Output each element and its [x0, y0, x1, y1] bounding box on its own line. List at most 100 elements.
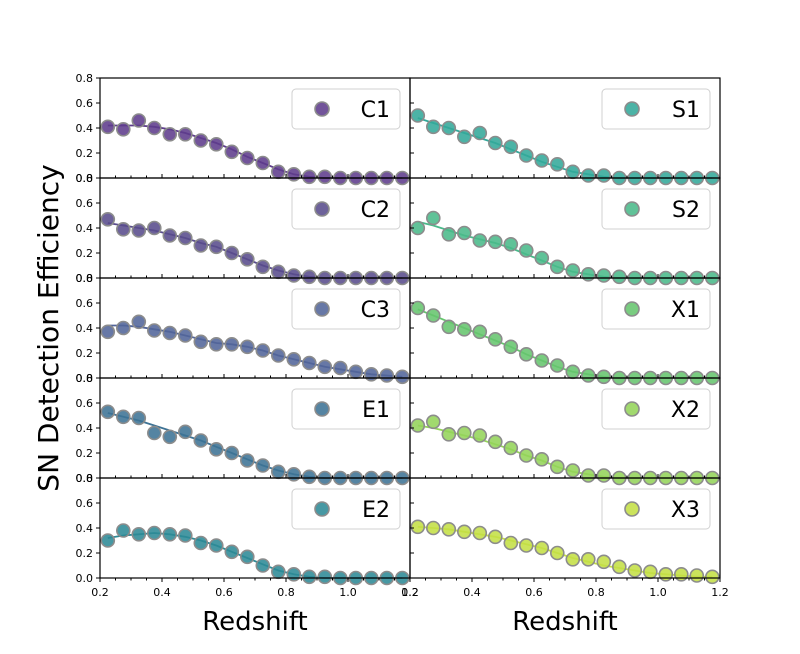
x-tick-label: 1.2: [401, 586, 419, 599]
y-tick-label: 0.8: [76, 272, 94, 285]
data-point: [565, 164, 581, 180]
legend-label-x2: X2: [671, 398, 700, 423]
data-point: [410, 519, 426, 535]
x-tick-label: 0.8: [587, 586, 605, 599]
data-point: [518, 448, 534, 463]
data-point: [363, 366, 379, 382]
legend-label-x1: X1: [671, 298, 700, 323]
data-point: [162, 127, 178, 142]
data-point: [270, 164, 286, 180]
data-point: [209, 336, 224, 352]
data-point: [270, 264, 286, 280]
x-tick-label: 0.4: [463, 586, 481, 599]
data-point: [178, 127, 193, 142]
data-point: [596, 369, 612, 385]
legend-marker: [314, 201, 330, 217]
data-point: [425, 414, 441, 430]
data-point: [286, 351, 302, 367]
data-point: [301, 569, 317, 585]
data-point: [596, 554, 612, 570]
data-point: [410, 108, 426, 123]
data-point: [178, 328, 193, 343]
data-point: [147, 425, 162, 441]
legend-label-s1: S1: [672, 98, 700, 123]
data-point: [472, 525, 488, 541]
y-tick-label: 0.4: [76, 222, 94, 235]
data-point: [565, 364, 581, 380]
data-point: [441, 227, 457, 242]
legend-box: [601, 488, 711, 530]
data-point: [425, 210, 441, 226]
data-point: [596, 268, 612, 283]
data-point: [286, 566, 302, 582]
data-point: [100, 533, 116, 548]
y-tick-label: 0.2: [76, 547, 94, 560]
legend-marker: [314, 101, 330, 117]
data-point: [534, 540, 550, 556]
data-point: [425, 520, 441, 536]
data-point: [255, 259, 271, 275]
data-point: [549, 157, 565, 172]
panel-s2: S2: [409, 177, 721, 286]
data-point: [441, 120, 457, 136]
data-point: [116, 523, 131, 538]
data-point: [596, 468, 612, 483]
data-point: [534, 153, 550, 168]
data-point: [611, 559, 627, 575]
legend-label-c1: C1: [361, 98, 390, 123]
data-point: [472, 324, 488, 340]
legend-marker: [624, 301, 640, 317]
x-tick-label: 0.2: [91, 586, 109, 599]
y-tick-label: 0.4: [76, 322, 94, 335]
data-point: [286, 167, 302, 182]
data-point: [162, 228, 178, 243]
data-point: [580, 368, 596, 383]
data-point: [704, 569, 720, 585]
data-point: [209, 137, 224, 152]
legend-box: [291, 288, 401, 330]
data-point: [487, 135, 503, 151]
data-point: [270, 564, 286, 580]
data-point: [472, 233, 488, 248]
data-point: [255, 343, 271, 358]
y-tick-label: 0.0: [76, 272, 94, 285]
data-point: [255, 558, 271, 573]
data-point: [534, 250, 550, 266]
data-point: [456, 129, 472, 145]
data-point: [317, 169, 333, 185]
data-point: [255, 458, 271, 473]
y-tick-label: 0.0: [76, 172, 94, 185]
data-point: [270, 464, 286, 480]
data-point: [456, 425, 472, 441]
data-point: [441, 521, 457, 537]
panel-x2: X2: [409, 377, 721, 486]
data-point: [116, 409, 131, 425]
data-point: [193, 535, 209, 551]
data-point: [627, 563, 643, 578]
data-point: [503, 339, 519, 355]
y-tick-label: 0.2: [76, 247, 94, 260]
data-point: [642, 564, 658, 580]
legend-label-e1: E1: [362, 398, 390, 423]
data-point: [224, 144, 240, 160]
data-point: [255, 155, 271, 171]
data-point: [301, 169, 317, 185]
x-tick-label: 1.0: [649, 586, 667, 599]
data-point: [425, 119, 441, 135]
data-point: [193, 238, 209, 253]
data-point: [441, 319, 457, 335]
data-point: [100, 404, 116, 420]
data-point: [580, 468, 596, 483]
y-tick-label: 0.0: [76, 472, 94, 485]
x-tick-label: 0.4: [153, 586, 171, 599]
y-tick-label: 0.4: [76, 122, 94, 135]
data-point: [131, 223, 147, 238]
data-point: [549, 545, 565, 561]
legend-marker: [314, 501, 330, 517]
y-tick-label: 0.4: [76, 522, 94, 535]
data-point: [518, 243, 534, 258]
data-point: [518, 148, 534, 163]
legend-box: [291, 88, 401, 130]
y-axis-label: SN Detection Efficiency: [32, 164, 65, 491]
